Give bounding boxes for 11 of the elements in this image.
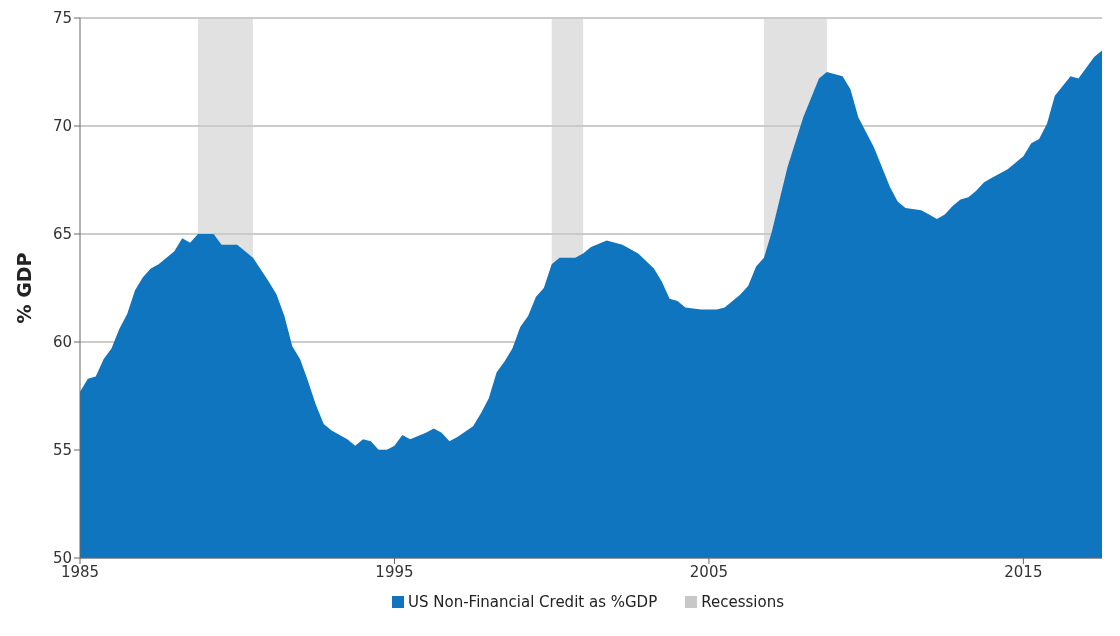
legend-label: US Non-Financial Credit as %GDP bbox=[408, 593, 658, 611]
y-tick-label: 60 bbox=[52, 333, 72, 352]
y-tick-label: 65 bbox=[52, 225, 72, 244]
y-tick-label: 55 bbox=[52, 441, 72, 460]
y-tick-label: 75 bbox=[52, 9, 72, 28]
y-axis-title: % GDP bbox=[12, 252, 35, 324]
x-tick-label: 2005 bbox=[689, 562, 729, 581]
y-tick-label: 70 bbox=[52, 117, 72, 136]
x-tick-label: 2015 bbox=[1004, 562, 1043, 581]
legend-label: Recessions bbox=[701, 593, 784, 611]
x-tick-label: 1995 bbox=[375, 562, 414, 581]
